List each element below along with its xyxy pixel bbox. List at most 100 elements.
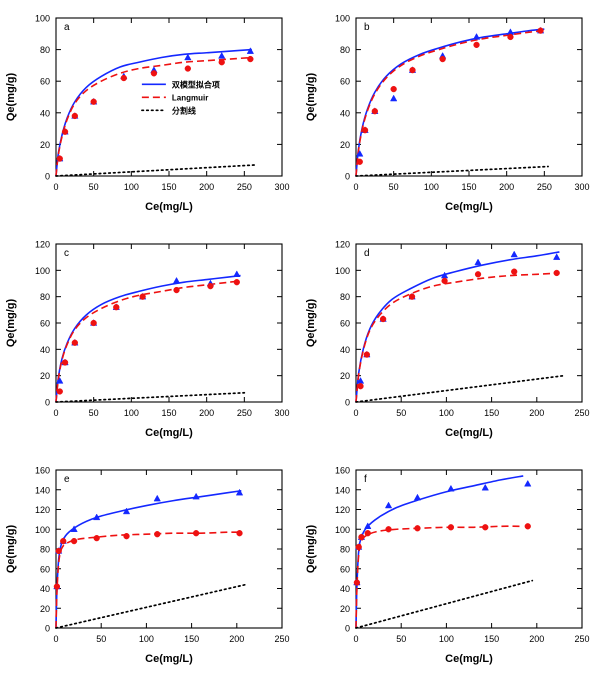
data-point-triangle <box>356 149 364 157</box>
y-tick-label: 20 <box>40 371 50 381</box>
data-point-circle <box>364 530 371 537</box>
y-tick-label: 40 <box>40 345 50 355</box>
data-point-triangle <box>218 52 226 59</box>
y-tick-label: 0 <box>345 398 350 408</box>
x-tick-label: 50 <box>89 408 99 418</box>
panel-letter: d <box>364 248 370 259</box>
x-tick-label: 150 <box>484 634 499 644</box>
y-tick-label: 160 <box>35 466 50 476</box>
data-point-circle <box>90 319 97 327</box>
data-point-triangle <box>172 276 181 284</box>
data-point-triangle <box>235 488 244 496</box>
data-point-triangle <box>474 258 482 266</box>
x-axis-label: Ce(mg/L) <box>145 653 193 665</box>
data-point-circle <box>524 523 531 530</box>
series-line-solid <box>355 251 560 403</box>
data-point-circle <box>56 155 63 162</box>
data-point-circle <box>60 537 67 545</box>
data-point-circle <box>474 271 482 278</box>
panel-letter: c <box>64 248 69 259</box>
chart-svg-b: 0 50 100 150 200 250 300 0 20 40 60 80 100 Ce(mg/L) Qe… <box>305 14 590 214</box>
data-point-circle <box>361 127 369 134</box>
x-tick-label: 0 <box>53 634 58 644</box>
y-tick-label: 20 <box>40 140 50 150</box>
data-point-triangle <box>122 507 131 515</box>
data-point-triangle <box>246 47 255 54</box>
y-axis-label: Qe(mg/g) <box>5 299 17 348</box>
data-point-circle <box>154 531 161 538</box>
y-axis-label: Qe(mg/g) <box>5 73 17 122</box>
data-point-circle <box>113 304 120 311</box>
data-point-circle <box>139 293 146 300</box>
plot-frame <box>355 469 583 629</box>
y-tick-label: 120 <box>335 240 350 250</box>
y-tick-label: 100 <box>335 525 350 535</box>
x-tick-label: 50 <box>396 408 406 418</box>
series-line-dashed <box>55 531 242 629</box>
series-line-dotted <box>55 164 257 177</box>
x-tick-label: 100 <box>124 408 139 418</box>
data-point-circle <box>236 530 243 537</box>
data-point-circle <box>61 359 69 366</box>
y-tick-label: 120 <box>35 505 50 515</box>
x-tick-label: 50 <box>396 634 406 644</box>
data-point-triangle <box>447 484 455 492</box>
y-tick-label: 0 <box>45 172 50 182</box>
y-tick-label: 0 <box>345 624 350 634</box>
x-tick-label: 200 <box>199 408 214 418</box>
y-axis-label: Qe(mg/g) <box>305 73 317 122</box>
chart-panel-f: 0 50 100 150 200 250 0 20 40 60 80 100 120 140 160 Ce(m… <box>300 454 600 680</box>
chart-panel-b: 0 50 100 150 200 250 300 0 20 40 60 80 100 Ce(mg/L) Qe… <box>300 2 600 228</box>
data-point-triangle <box>93 513 101 521</box>
y-axis-label: Qe(mg/g) <box>305 299 317 348</box>
series-line-solid <box>55 489 242 629</box>
y-tick-label: 60 <box>40 77 50 87</box>
plot-frame <box>55 243 283 403</box>
x-tick-label: 150 <box>161 182 176 192</box>
y-axis-label: Qe(mg/g) <box>305 525 317 574</box>
data-point-triangle <box>413 493 422 501</box>
y-tick-label: 100 <box>35 266 50 276</box>
x-tick-label: 50 <box>89 182 99 192</box>
x-tick-label: 250 <box>537 182 552 192</box>
chart-svg-a: 0 50 100 150 200 250 300 0 20 40 60 80 100 Ce(mg/L) Qe… <box>5 14 290 214</box>
y-tick-label: 60 <box>340 319 350 329</box>
y-tick-label: 100 <box>335 266 350 276</box>
chart-panel-e: 0 50 100 150 200 250 0 20 40 60 80 100 120 140 160 Ce(m… <box>0 454 300 680</box>
data-point-circle <box>507 33 514 41</box>
data-point-triangle <box>553 253 561 260</box>
y-tick-label: 0 <box>345 172 350 182</box>
data-point-circle <box>192 530 200 537</box>
data-point-circle <box>247 55 254 63</box>
data-point-circle <box>184 65 191 72</box>
y-tick-label: 80 <box>40 45 50 55</box>
data-point-circle <box>53 583 61 590</box>
chart-svg-d: 0 50 100 150 200 250 0 20 40 60 80 100 120 Ce(mg/L) Qe… <box>305 240 590 440</box>
series-line-dashed <box>355 272 560 403</box>
legend-label-1: 双模型拟合项 <box>172 79 220 89</box>
y-tick-label: 120 <box>335 505 350 515</box>
x-tick-label: 100 <box>124 182 139 192</box>
data-point-triangle <box>192 492 200 500</box>
data-point-triangle <box>472 33 481 40</box>
data-point-circle <box>553 269 560 277</box>
x-tick-label: 200 <box>529 408 544 418</box>
series-line-dotted <box>355 374 565 403</box>
x-tick-label: 150 <box>184 634 199 644</box>
panel-letter: e <box>64 474 70 485</box>
data-point-triangle <box>70 525 78 532</box>
data-point-circle <box>55 547 62 555</box>
data-point-circle <box>358 534 365 541</box>
y-tick-label: 60 <box>340 564 350 574</box>
x-tick-label: 0 <box>353 408 358 418</box>
data-point-triangle <box>233 270 241 277</box>
x-tick-label: 100 <box>139 634 154 644</box>
data-point-circle <box>61 128 69 135</box>
y-axis-label: Qe(mg/g) <box>5 525 17 574</box>
data-point-circle <box>233 279 240 286</box>
data-point-circle <box>356 158 363 165</box>
data-point-circle <box>120 74 127 82</box>
data-point-circle <box>371 108 378 115</box>
data-point-triangle <box>56 377 64 384</box>
panel-letter: a <box>64 22 70 33</box>
